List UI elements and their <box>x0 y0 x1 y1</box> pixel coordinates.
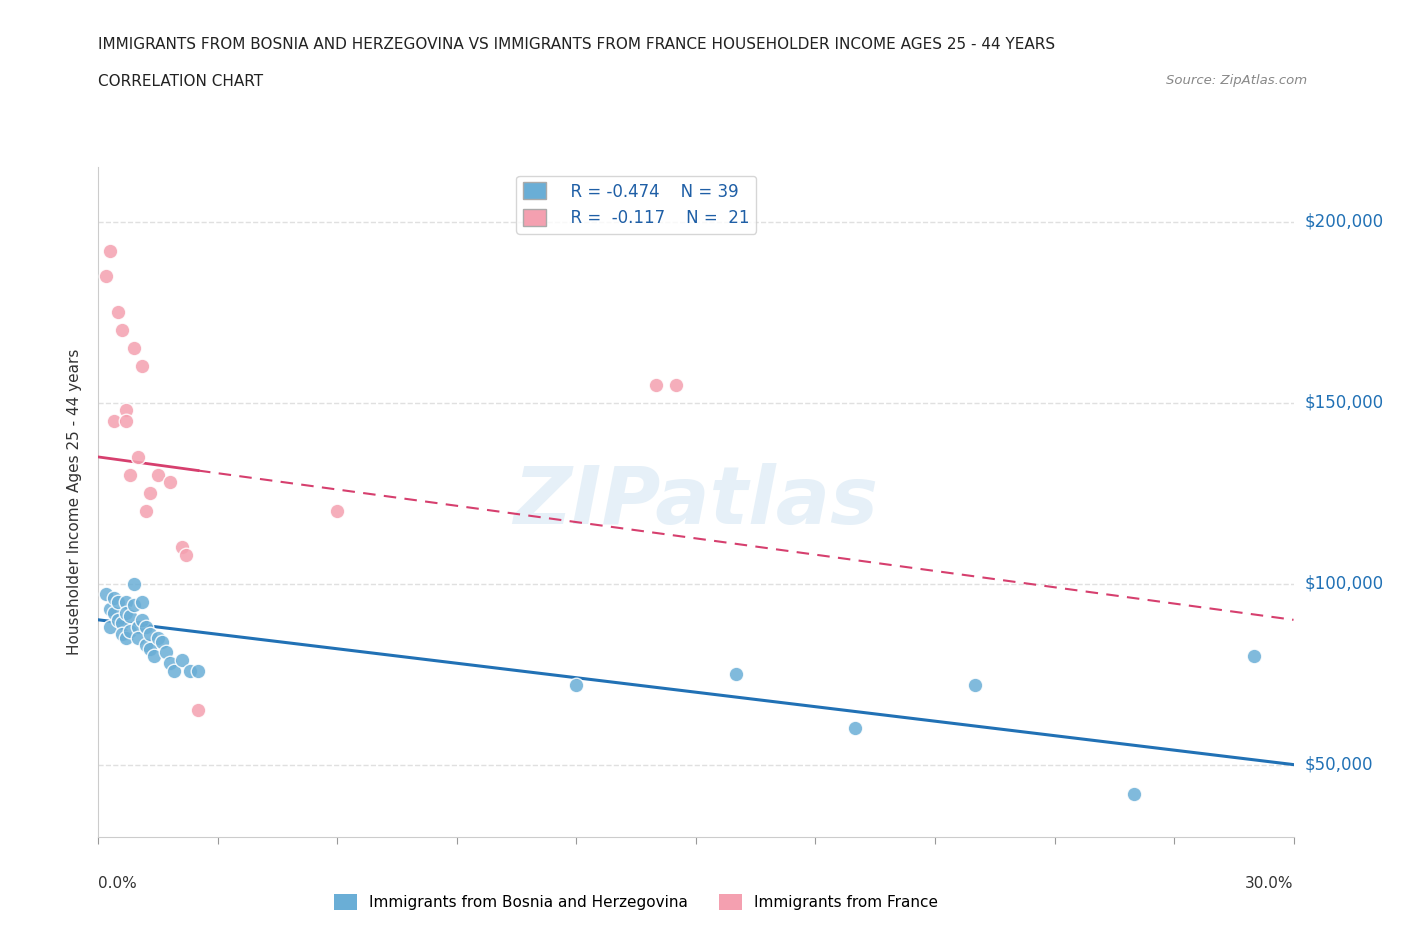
Text: $200,000: $200,000 <box>1305 213 1384 231</box>
Point <box>179 663 201 678</box>
Point <box>124 577 146 591</box>
Point <box>135 619 157 634</box>
Text: 0.0%: 0.0% <box>98 876 138 891</box>
Text: ZIPatlas: ZIPatlas <box>513 463 879 541</box>
Text: $100,000: $100,000 <box>1305 575 1384 592</box>
Point <box>98 244 122 259</box>
Point <box>131 359 153 374</box>
Text: $50,000: $50,000 <box>1305 755 1374 774</box>
Point <box>172 652 194 667</box>
Point <box>120 468 142 483</box>
Point <box>174 547 197 562</box>
Point <box>139 642 162 657</box>
Point <box>187 703 209 718</box>
Point <box>143 648 166 663</box>
Point <box>111 323 134 338</box>
Point <box>120 609 142 624</box>
Point <box>127 619 149 634</box>
Y-axis label: Householder Income Ages 25 - 44 years: Householder Income Ages 25 - 44 years <box>67 349 83 656</box>
Point <box>96 269 118 284</box>
Point <box>172 540 194 555</box>
Point <box>115 403 138 418</box>
Text: CORRELATION CHART: CORRELATION CHART <box>98 74 263 89</box>
Point <box>963 678 986 693</box>
Point <box>115 631 138 645</box>
Point <box>124 598 146 613</box>
Point <box>96 587 118 602</box>
Point <box>107 612 129 627</box>
Point <box>103 591 125 605</box>
Point <box>1243 648 1265 663</box>
Point <box>98 619 122 634</box>
Point <box>107 305 129 320</box>
Text: IMMIGRANTS FROM BOSNIA AND HERZEGOVINA VS IMMIGRANTS FROM FRANCE HOUSEHOLDER INC: IMMIGRANTS FROM BOSNIA AND HERZEGOVINA V… <box>98 37 1056 52</box>
Point <box>187 663 209 678</box>
Point <box>103 605 125 620</box>
Point <box>131 612 153 627</box>
Point <box>111 616 134 631</box>
Point <box>326 504 349 519</box>
Point <box>131 594 153 609</box>
Point <box>127 449 149 464</box>
Point <box>159 475 181 490</box>
Point <box>115 605 138 620</box>
Point <box>565 678 588 693</box>
Point <box>115 594 138 609</box>
Point <box>135 638 157 653</box>
Point <box>103 413 125 428</box>
Point <box>159 656 181 671</box>
Point <box>120 623 142 638</box>
Point <box>724 667 747 682</box>
Point <box>163 663 186 678</box>
Point <box>139 627 162 642</box>
Point <box>665 378 688 392</box>
Point <box>135 504 157 519</box>
Point <box>115 413 138 428</box>
Point <box>844 721 866 736</box>
Text: Source: ZipAtlas.com: Source: ZipAtlas.com <box>1167 74 1308 87</box>
Point <box>124 341 146 356</box>
Text: 30.0%: 30.0% <box>1246 876 1294 891</box>
Point <box>148 631 170 645</box>
Point <box>127 631 149 645</box>
Legend: Immigrants from Bosnia and Herzegovina, Immigrants from France: Immigrants from Bosnia and Herzegovina, … <box>328 888 945 916</box>
Text: $150,000: $150,000 <box>1305 393 1384 412</box>
Point <box>645 378 668 392</box>
Point <box>139 485 162 500</box>
Point <box>148 468 170 483</box>
Point <box>111 627 134 642</box>
Point <box>98 602 122 617</box>
Point <box>107 594 129 609</box>
Point <box>1123 786 1146 801</box>
Point <box>150 634 173 649</box>
Point <box>155 645 177 660</box>
